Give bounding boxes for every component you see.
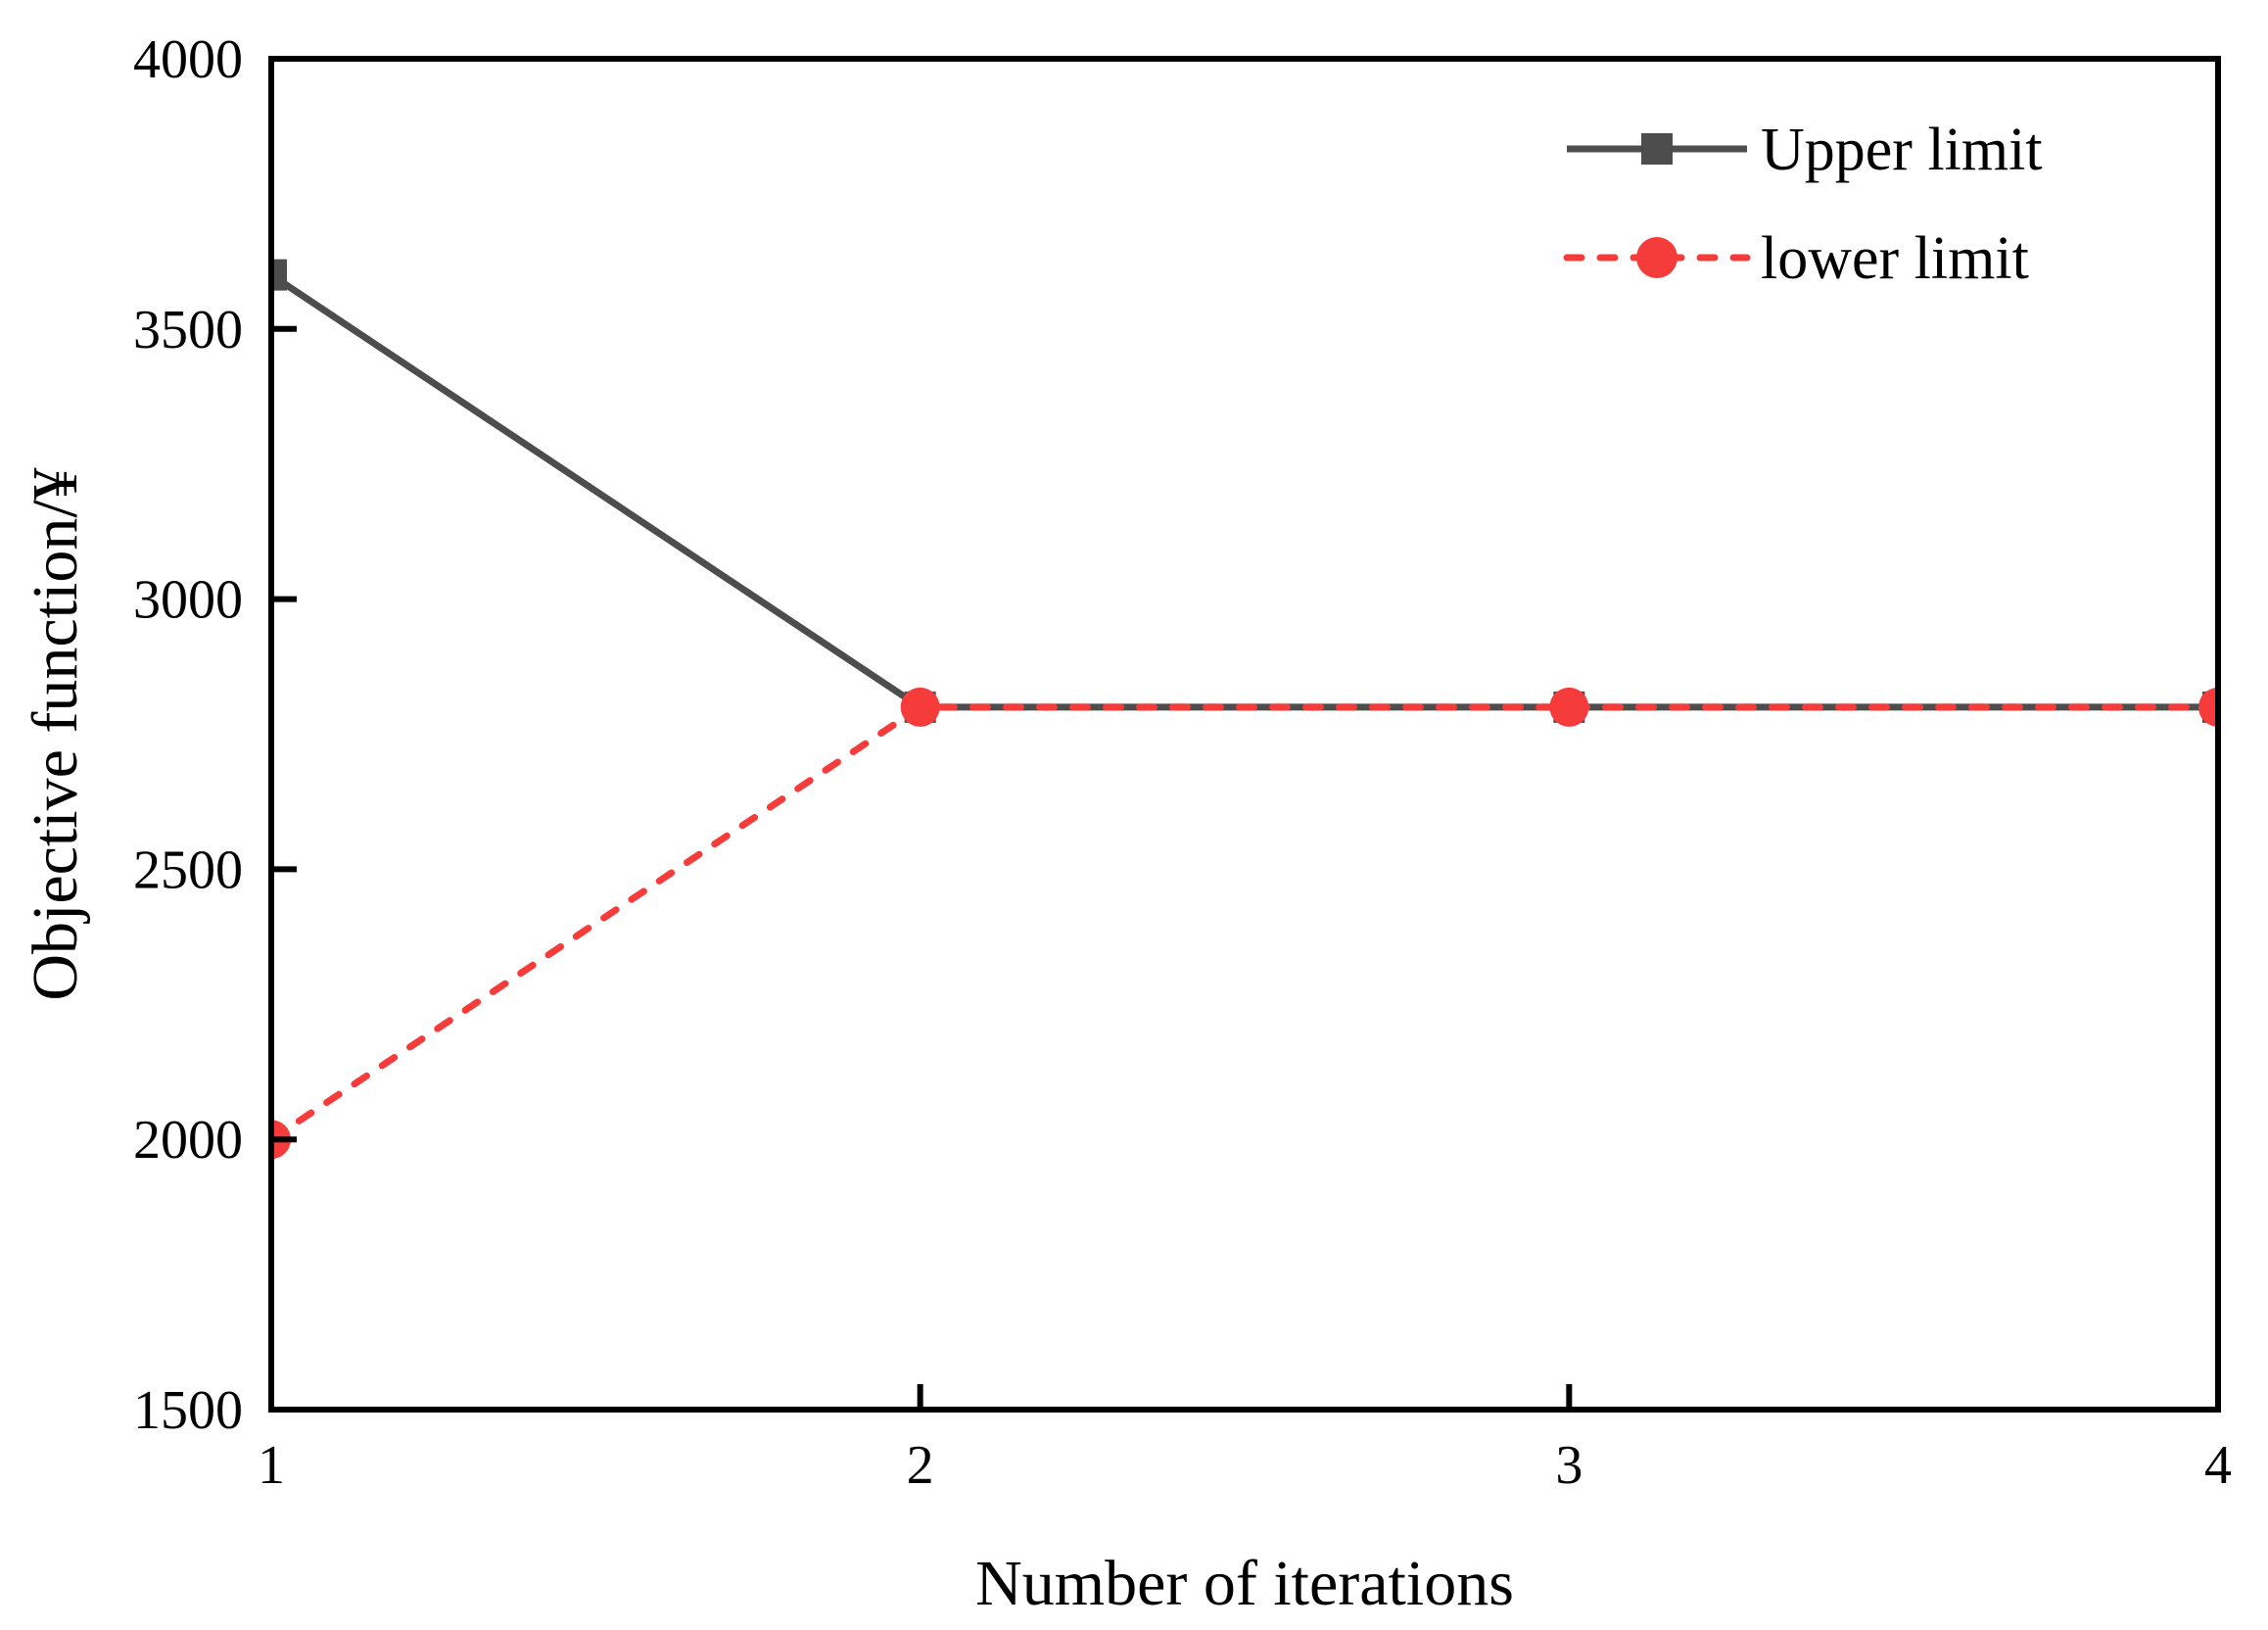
x-axis-title: Number of iterations bbox=[975, 1548, 1514, 1619]
x-tick-label: 3 bbox=[1555, 1435, 1583, 1496]
x-tick-label: 2 bbox=[907, 1435, 934, 1496]
y-tick-label: 2000 bbox=[133, 1110, 243, 1171]
legend-label-0: Upper limit bbox=[1761, 117, 2043, 183]
circle-marker bbox=[1549, 687, 1589, 727]
y-tick-label: 4000 bbox=[133, 29, 243, 90]
x-tick-label: 4 bbox=[2204, 1435, 2232, 1496]
axis-frame bbox=[268, 56, 2221, 1413]
legend-circle-marker bbox=[1636, 237, 1677, 278]
legend-square-marker bbox=[1641, 133, 1673, 165]
circle-marker bbox=[900, 687, 940, 727]
y-tick-label: 3000 bbox=[133, 570, 243, 631]
legend-label-1: lower limit bbox=[1761, 225, 2029, 292]
circle-marker bbox=[2198, 687, 2218, 727]
series-line-1 bbox=[271, 703, 2218, 1143]
y-axis-title: Objective function/¥ bbox=[20, 467, 91, 1000]
square-marker bbox=[271, 259, 287, 291]
y-tick-label: 1500 bbox=[133, 1380, 243, 1441]
y-tick-label: 2500 bbox=[133, 839, 243, 900]
y-tick-label: 3500 bbox=[133, 300, 243, 360]
x-tick-label: 1 bbox=[258, 1435, 285, 1496]
